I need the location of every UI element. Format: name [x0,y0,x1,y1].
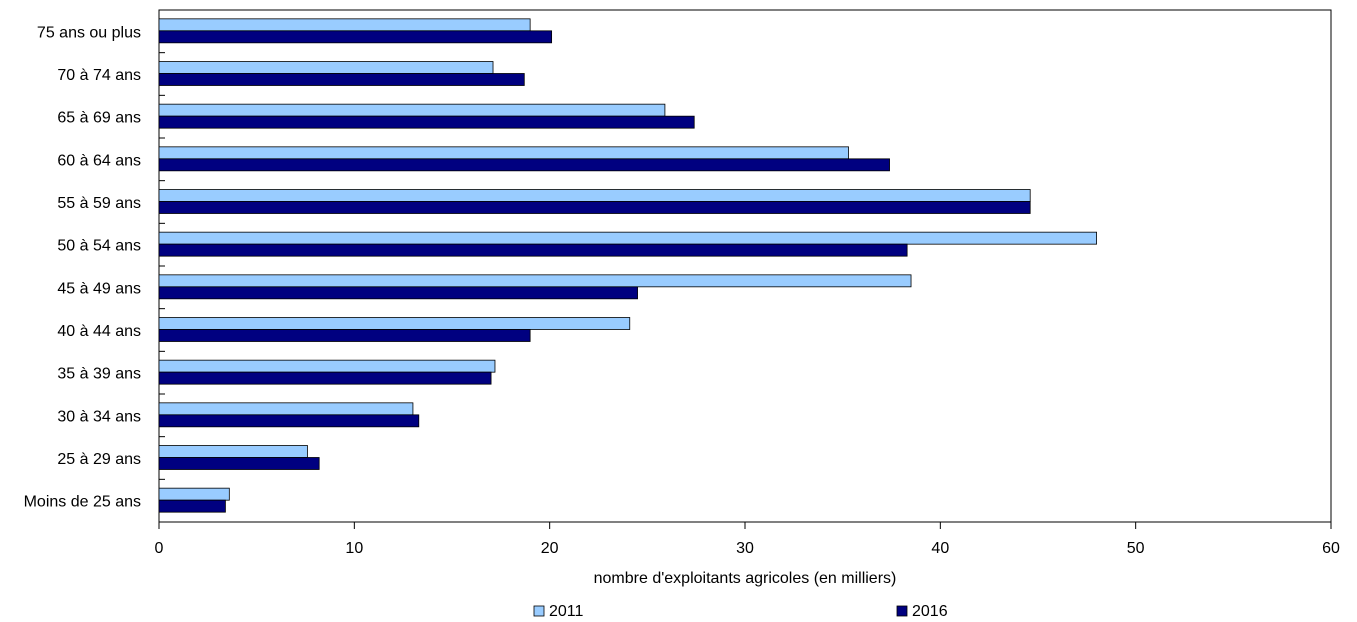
bar-2016-4 [158,158,890,172]
category-label: 40 à 44 ans [57,323,141,340]
category-label: 25 à 29 ans [57,451,141,468]
bar-2011-7 [158,274,912,288]
legend-swatch-2011 [533,605,545,617]
x-tick-label: 30 [736,540,754,557]
category-label: 55 à 59 ans [57,195,141,212]
category-label: 45 à 49 ans [57,280,141,297]
bar-2011-12 [158,487,230,501]
bar-2011-9 [158,359,496,373]
x-tick-label: 50 [1127,540,1145,557]
bar-2011-1 [158,18,531,32]
x-axis-title: nombre d'exploitants agricoles (en milli… [594,570,897,587]
bar-2011-4 [158,146,849,160]
x-tick-label: 0 [155,540,164,557]
bar-2016-9 [158,371,492,385]
legend-label-2011: 2011 [549,603,584,620]
bar-2016-3 [158,115,695,129]
x-tick-label: 40 [931,540,949,557]
bar-2011-5 [158,189,1031,202]
bar-2011-6 [158,231,1097,245]
bar-2016-1 [158,30,553,44]
x-axis-ticks: 0 10 20 30 40 50 60 [155,522,1340,557]
bars-group [158,18,1097,513]
bar-2011-11 [158,445,308,458]
category-label: Moins de 25 ans [24,494,141,511]
bar-2011-8 [158,317,631,330]
category-label: 70 à 74 ans [57,67,141,84]
category-label: 30 à 34 ans [57,408,141,425]
legend-label-2016: 2016 [912,603,948,620]
x-tick-label: 60 [1322,540,1340,557]
legend: 2011 2016 [533,603,948,620]
bar-2016-2 [158,73,525,86]
x-tick-label: 20 [541,540,559,557]
category-labels: 75 ans ou plus 70 à 74 ans 65 à 69 ans 60 à… [24,24,141,510]
category-label: 35 à 39 ans [57,366,141,383]
bar-2016-10 [158,414,420,428]
category-ticks [159,52,165,480]
bar-2016-7 [158,286,638,300]
plot-area-frame [158,9,1332,523]
bar-2011-3 [158,103,666,117]
bar-2016-8 [158,329,531,342]
category-label: 50 à 54 ans [57,238,141,255]
bar-2016-5 [158,201,1031,214]
bar-2011-10 [158,402,414,416]
bar-2016-11 [158,457,320,470]
category-label: 65 à 69 ans [57,110,141,127]
legend-swatch-2016 [896,605,908,617]
category-label: 60 à 64 ans [57,152,141,169]
category-label: 75 ans ou plus [37,24,141,41]
bar-2016-12 [158,499,226,513]
bar-2016-6 [158,243,908,257]
x-tick-label: 10 [345,540,363,557]
bar-2011-2 [158,61,494,74]
